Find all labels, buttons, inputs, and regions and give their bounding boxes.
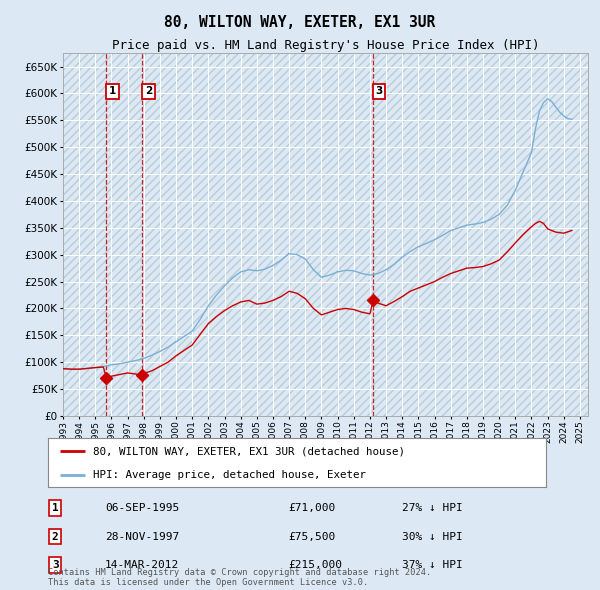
Text: 1: 1 <box>52 503 59 513</box>
Text: HPI: Average price, detached house, Exeter: HPI: Average price, detached house, Exet… <box>93 470 366 480</box>
Text: 27% ↓ HPI: 27% ↓ HPI <box>402 503 463 513</box>
Text: 28-NOV-1997: 28-NOV-1997 <box>105 532 179 542</box>
Text: 3: 3 <box>52 560 59 570</box>
Text: 2: 2 <box>145 86 152 96</box>
Text: 37% ↓ HPI: 37% ↓ HPI <box>402 560 463 570</box>
Text: £215,000: £215,000 <box>288 560 342 570</box>
Text: 3: 3 <box>376 86 383 96</box>
Text: 30% ↓ HPI: 30% ↓ HPI <box>402 532 463 542</box>
Text: Contains HM Land Registry data © Crown copyright and database right 2024.
This d: Contains HM Land Registry data © Crown c… <box>48 568 431 587</box>
Title: Price paid vs. HM Land Registry's House Price Index (HPI): Price paid vs. HM Land Registry's House … <box>112 39 539 52</box>
Text: 06-SEP-1995: 06-SEP-1995 <box>105 503 179 513</box>
Text: £71,000: £71,000 <box>288 503 335 513</box>
Text: 14-MAR-2012: 14-MAR-2012 <box>105 560 179 570</box>
Text: 80, WILTON WAY, EXETER, EX1 3UR: 80, WILTON WAY, EXETER, EX1 3UR <box>164 15 436 30</box>
Text: 1: 1 <box>109 86 116 96</box>
Text: 2: 2 <box>52 532 59 542</box>
Text: 80, WILTON WAY, EXETER, EX1 3UR (detached house): 80, WILTON WAY, EXETER, EX1 3UR (detache… <box>93 447 405 457</box>
Text: £75,500: £75,500 <box>288 532 335 542</box>
